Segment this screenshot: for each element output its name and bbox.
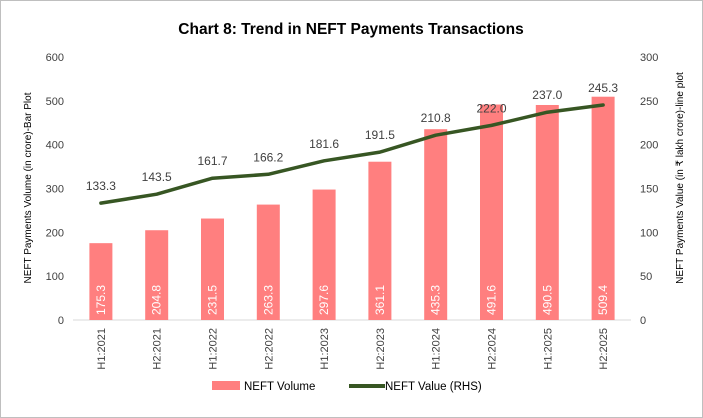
x-tick-label: H1:2024 xyxy=(431,328,443,370)
left-tick-label: 200 xyxy=(46,227,64,239)
x-tick-label: H2:2023 xyxy=(375,328,387,370)
right-tick-label: 100 xyxy=(640,227,658,239)
bar xyxy=(535,104,559,320)
x-tick-label: H2:2024 xyxy=(487,328,499,370)
line-value-labels: 133.3 143.5 161.7 166.2 181.6 191.5 210.8 222.0… xyxy=(86,81,619,193)
chart-title: Chart 8: Trend in NEFT Payments Transact… xyxy=(178,21,523,38)
right-tick-label: 200 xyxy=(640,140,658,152)
legend-bar-label: NEFT Volume xyxy=(244,381,315,393)
x-tick-label: H1:2023 xyxy=(319,328,331,370)
bar-value-label: 490.5 xyxy=(540,285,554,315)
x-tick-label: H2:2025 xyxy=(598,328,610,370)
left-tick-label: 500 xyxy=(46,96,64,108)
bar-value-label: 263.3 xyxy=(261,285,275,315)
bar xyxy=(424,129,448,320)
right-axis-ticks: 0 50 100 150 200 250 300 xyxy=(640,52,658,327)
bar-value-label: 361.1 xyxy=(373,285,387,315)
line-value-label: 181.6 xyxy=(309,137,339,151)
bar-value-label: 491.6 xyxy=(485,285,499,315)
line-value-label: 245.3 xyxy=(588,81,618,95)
bar-series xyxy=(89,96,615,320)
legend: NEFT Volume NEFT Value (RHS) xyxy=(212,381,482,393)
left-tick-label: 300 xyxy=(46,184,64,196)
bar-value-label: 231.5 xyxy=(206,285,220,315)
line-value-label: 191.5 xyxy=(365,128,395,142)
x-tick-label: H1:2022 xyxy=(208,328,220,370)
line-value-label: 161.7 xyxy=(197,154,227,168)
line-value-label: 222.0 xyxy=(476,101,506,115)
line-series xyxy=(99,103,605,205)
left-axis-label: NEFT Payments Volume (in crore)-Bar Plot xyxy=(23,92,34,283)
bar-value-label: 435.3 xyxy=(429,285,443,315)
x-tick-label: H1:2021 xyxy=(96,328,108,370)
x-tick-label: H2:2021 xyxy=(152,328,164,370)
right-tick-label: 150 xyxy=(640,184,658,196)
bar-value-label: 297.6 xyxy=(317,285,331,315)
right-tick-label: 50 xyxy=(640,271,652,283)
left-tick-label: 0 xyxy=(58,315,64,327)
line-value-label: 237.0 xyxy=(532,88,562,102)
bar xyxy=(201,218,224,320)
legend-bar-swatch xyxy=(212,381,240,390)
legend-line-label: NEFT Value (RHS) xyxy=(385,381,482,393)
right-tick-label: 250 xyxy=(640,96,658,108)
left-tick-label: 600 xyxy=(46,52,64,64)
bar xyxy=(256,204,280,320)
right-tick-label: 300 xyxy=(640,52,658,64)
left-tick-label: 400 xyxy=(46,140,64,152)
line-value-label: 166.2 xyxy=(253,150,283,164)
bar xyxy=(480,104,503,320)
bar xyxy=(145,230,169,320)
right-tick-label: 0 xyxy=(640,315,646,327)
bar xyxy=(591,96,615,320)
right-axis-label: NEFT Payments Value (in ₹ lakh crore)-li… xyxy=(675,72,686,284)
x-axis-ticks: H1:2021 H2:2021 H1:2022 H2:2022 H1:2023 H2:20… xyxy=(96,328,610,370)
left-tick-label: 100 xyxy=(46,271,64,283)
line-value-label: 143.5 xyxy=(142,170,172,184)
line-value-label: 133.3 xyxy=(86,179,116,193)
x-tick-label: H1:2025 xyxy=(542,328,554,370)
bar-value-label: 204.8 xyxy=(150,285,164,315)
bar xyxy=(89,243,113,320)
bar xyxy=(312,189,336,320)
bar xyxy=(368,161,392,320)
line-value-label: 210.8 xyxy=(421,111,451,125)
left-axis-ticks: 0 100 200 300 400 500 600 xyxy=(46,52,64,327)
bar-value-label: 509.4 xyxy=(596,285,610,315)
bar-value-labels: 175.3 204.8 231.5 263.3 297.6 361.1 435.3 491.6… xyxy=(94,285,610,315)
x-tick-label: H2:2022 xyxy=(263,328,275,370)
bar-value-label: 175.3 xyxy=(94,285,108,315)
